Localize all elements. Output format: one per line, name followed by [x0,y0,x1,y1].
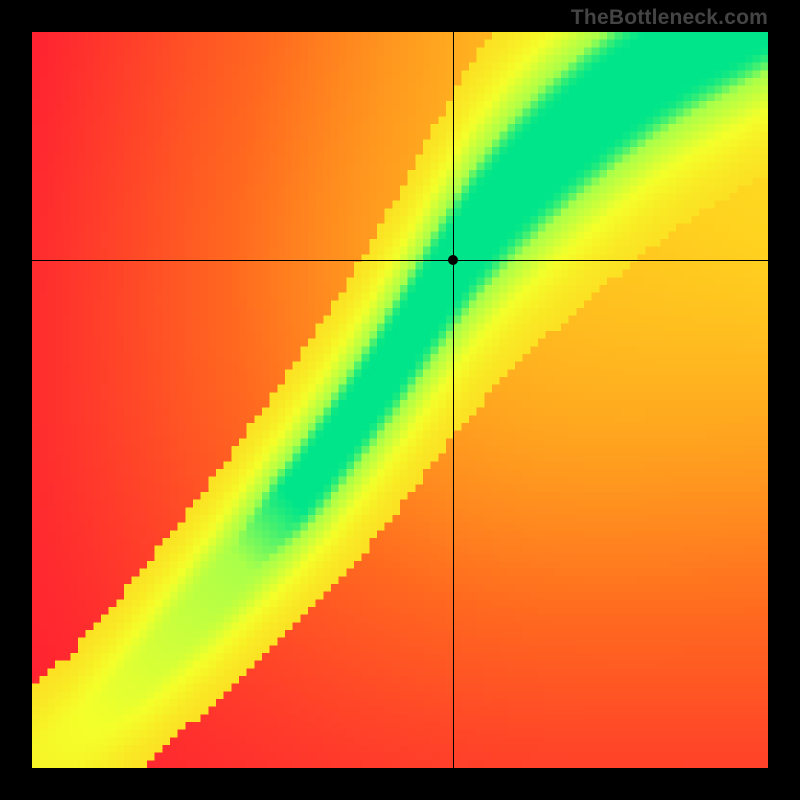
crosshair-vertical [453,32,454,768]
crosshair-horizontal [32,260,768,261]
watermark-text: TheBottleneck.com [571,6,768,30]
chart-root: TheBottleneck.com [0,0,800,800]
heatmap-canvas [32,32,768,768]
